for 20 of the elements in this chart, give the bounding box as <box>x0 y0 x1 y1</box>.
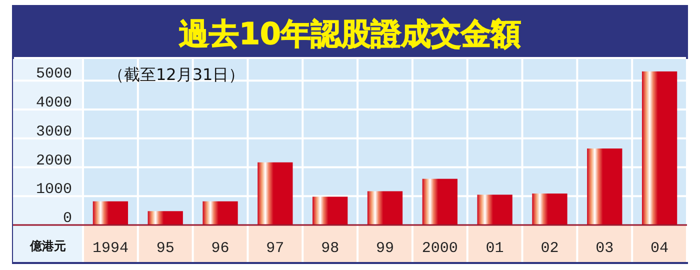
x-tick-label: 96 <box>211 240 230 257</box>
x-tick-label: 97 <box>266 240 284 257</box>
y-tick-label: 2000 <box>36 152 72 170</box>
y-tick-label: 1000 <box>36 181 72 198</box>
y-tick-label: 3000 <box>36 123 72 140</box>
x-tick-label: 1994 <box>92 240 128 257</box>
x-tick-label: 02 <box>540 240 559 257</box>
x-tick-label: 2000 <box>422 240 458 257</box>
y-tick-label: 0 <box>62 210 72 227</box>
annotation: （截至12月31日） <box>108 65 245 84</box>
x-tick-label: 04 <box>650 240 669 257</box>
x-tick-label: 95 <box>156 240 174 257</box>
x-tick-label: 98 <box>321 240 340 257</box>
x-tick-label: 03 <box>596 240 614 257</box>
y-tick-label: 4000 <box>36 94 72 112</box>
y-tick-label: 5000 <box>36 66 72 83</box>
chart-title: 過去10年認股證成交金額 <box>179 17 521 52</box>
x-tick-label: 99 <box>376 240 394 257</box>
y-axis-title: 億港元 <box>29 239 66 253</box>
x-tick-label: 01 <box>486 240 504 257</box>
